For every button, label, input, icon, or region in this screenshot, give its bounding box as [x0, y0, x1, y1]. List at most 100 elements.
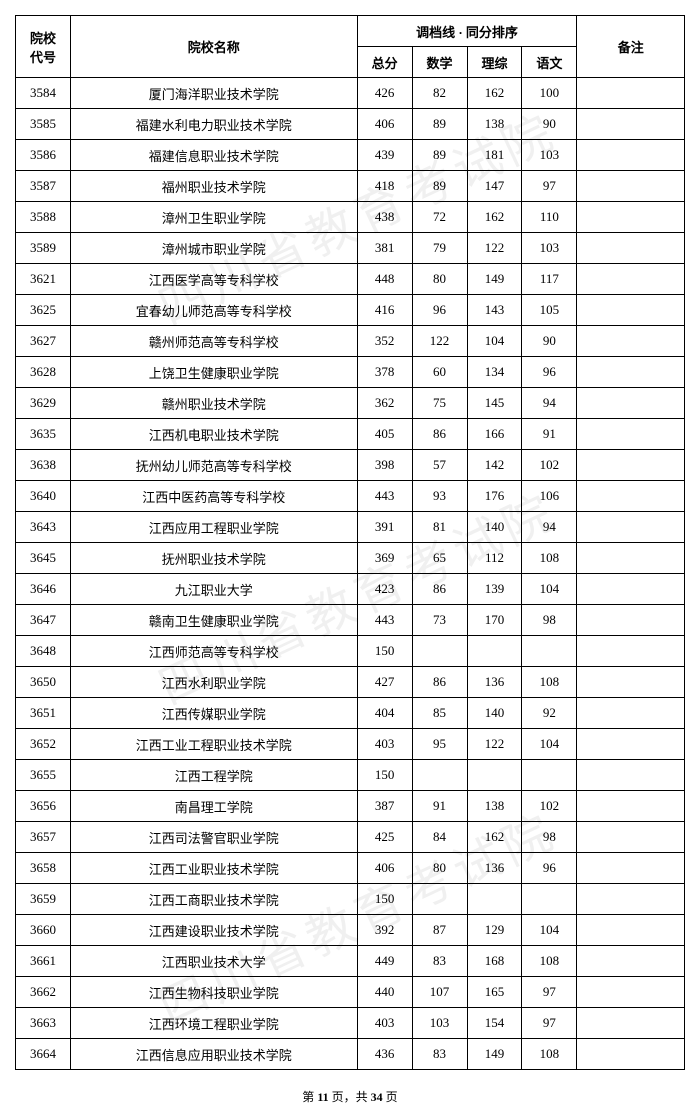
- cell-name: 漳州城市职业学院: [70, 233, 357, 264]
- cell-sci: 136: [467, 853, 522, 884]
- cell-chinese: 96: [522, 357, 577, 388]
- cell-code: 3588: [16, 202, 71, 233]
- cell-sci: 145: [467, 388, 522, 419]
- cell-code: 3621: [16, 264, 71, 295]
- cell-sci: 181: [467, 140, 522, 171]
- cell-code: 3663: [16, 1008, 71, 1039]
- cell-total: 150: [357, 760, 412, 791]
- cell-remark: [577, 233, 685, 264]
- cell-code: 3629: [16, 388, 71, 419]
- cell-remark: [577, 171, 685, 202]
- cell-chinese: 117: [522, 264, 577, 295]
- cell-code: 3586: [16, 140, 71, 171]
- table-header-row-1: 院校 代号 院校名称 调档线 · 同分排序 备注: [16, 16, 685, 47]
- cell-chinese: 108: [522, 543, 577, 574]
- cell-remark: [577, 760, 685, 791]
- cell-name: 江西传媒职业学院: [70, 698, 357, 729]
- cell-total: 398: [357, 450, 412, 481]
- cell-chinese: 90: [522, 109, 577, 140]
- cell-math: 75: [412, 388, 467, 419]
- cell-code: 3658: [16, 853, 71, 884]
- cell-sci: [467, 884, 522, 915]
- table-row: 3647赣南卫生健康职业学院4437317098: [16, 605, 685, 636]
- cell-math: 73: [412, 605, 467, 636]
- cell-total: 352: [357, 326, 412, 357]
- table-row: 3628上饶卫生健康职业学院3786013496: [16, 357, 685, 388]
- cell-remark: [577, 357, 685, 388]
- cell-code: 3645: [16, 543, 71, 574]
- cell-code: 3650: [16, 667, 71, 698]
- pager-total: 34: [371, 1090, 383, 1104]
- cell-total: 381: [357, 233, 412, 264]
- cell-math: 60: [412, 357, 467, 388]
- cell-sci: 122: [467, 233, 522, 264]
- cell-total: 427: [357, 667, 412, 698]
- cell-sci: 138: [467, 791, 522, 822]
- cell-remark: [577, 605, 685, 636]
- cell-code: 3660: [16, 915, 71, 946]
- table-row: 3656南昌理工学院38791138102: [16, 791, 685, 822]
- cell-total: 423: [357, 574, 412, 605]
- cell-math: 89: [412, 109, 467, 140]
- table-row: 3640江西中医药高等专科学校44393176106: [16, 481, 685, 512]
- table-row: 3625宜春幼儿师范高等专科学校41696143105: [16, 295, 685, 326]
- cell-code: 3646: [16, 574, 71, 605]
- cell-chinese: 91: [522, 419, 577, 450]
- cell-sci: 134: [467, 357, 522, 388]
- cell-remark: [577, 326, 685, 357]
- cell-remark: [577, 853, 685, 884]
- table-row: 3643江西应用工程职业学院3918114094: [16, 512, 685, 543]
- table-row: 3661江西职业技术大学44983168108: [16, 946, 685, 977]
- cell-code: 3589: [16, 233, 71, 264]
- cell-remark: [577, 884, 685, 915]
- cell-sci: 139: [467, 574, 522, 605]
- cell-sci: 149: [467, 264, 522, 295]
- cell-code: 3585: [16, 109, 71, 140]
- cell-name: 厦门海洋职业技术学院: [70, 78, 357, 109]
- cell-total: 369: [357, 543, 412, 574]
- cell-chinese: [522, 884, 577, 915]
- cell-code: 3659: [16, 884, 71, 915]
- cell-chinese: 98: [522, 822, 577, 853]
- cell-total: 403: [357, 729, 412, 760]
- table-row: 3650江西水利职业学院42786136108: [16, 667, 685, 698]
- cell-total: 150: [357, 636, 412, 667]
- cell-name: 赣州职业技术学院: [70, 388, 357, 419]
- cell-chinese: 103: [522, 140, 577, 171]
- cell-remark: [577, 1039, 685, 1070]
- cell-math: 86: [412, 574, 467, 605]
- cell-sci: 147: [467, 171, 522, 202]
- cell-remark: [577, 295, 685, 326]
- cell-name: 宜春幼儿师范高等专科学校: [70, 295, 357, 326]
- cell-chinese: 104: [522, 574, 577, 605]
- cell-total: 362: [357, 388, 412, 419]
- cell-remark: [577, 1008, 685, 1039]
- cell-remark: [577, 419, 685, 450]
- cell-chinese: 97: [522, 1008, 577, 1039]
- cell-code: 3643: [16, 512, 71, 543]
- cell-sci: 154: [467, 1008, 522, 1039]
- cell-math: 86: [412, 419, 467, 450]
- cell-name: 江西工商职业技术学院: [70, 884, 357, 915]
- cell-total: 378: [357, 357, 412, 388]
- cell-total: 443: [357, 481, 412, 512]
- cell-total: 449: [357, 946, 412, 977]
- table-row: 3655江西工程学院150: [16, 760, 685, 791]
- table-row: 3584厦门海洋职业技术学院42682162100: [16, 78, 685, 109]
- cell-total: 448: [357, 264, 412, 295]
- cell-remark: [577, 481, 685, 512]
- cell-sci: 166: [467, 419, 522, 450]
- cell-remark: [577, 574, 685, 605]
- cell-sci: 162: [467, 822, 522, 853]
- cell-sci: 162: [467, 78, 522, 109]
- cell-remark: [577, 78, 685, 109]
- cell-name: 江西工业职业技术学院: [70, 853, 357, 884]
- cell-chinese: 98: [522, 605, 577, 636]
- cell-name: 江西机电职业技术学院: [70, 419, 357, 450]
- cell-sci: 104: [467, 326, 522, 357]
- cell-math: [412, 884, 467, 915]
- table-row: 3664江西信息应用职业技术学院43683149108: [16, 1039, 685, 1070]
- cell-remark: [577, 202, 685, 233]
- cell-total: 440: [357, 977, 412, 1008]
- cell-sci: 143: [467, 295, 522, 326]
